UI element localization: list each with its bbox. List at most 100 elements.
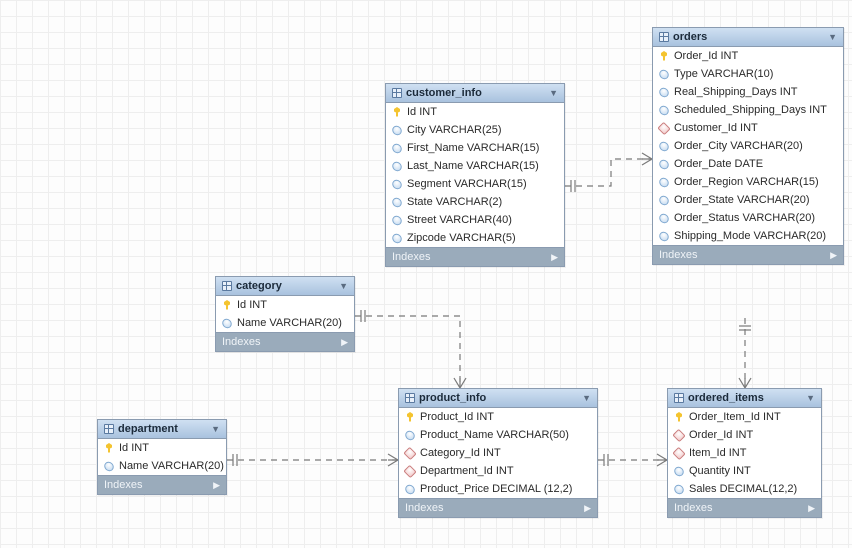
- collapse-icon[interactable]: ▼: [211, 424, 220, 434]
- column[interactable]: Department_Id INT: [399, 462, 597, 480]
- column[interactable]: Order_Status VARCHAR(20): [653, 209, 843, 227]
- table-footer-indexes[interactable]: Indexes▶: [653, 245, 843, 264]
- column[interactable]: Item_Id INT: [668, 444, 821, 462]
- column[interactable]: Name VARCHAR(20): [98, 457, 226, 475]
- column[interactable]: First_Name VARCHAR(15): [386, 139, 564, 157]
- table-footer-indexes[interactable]: Indexes ▶: [216, 332, 354, 351]
- column[interactable]: Order_State VARCHAR(20): [653, 191, 843, 209]
- column-label: Order_Region VARCHAR(15): [674, 176, 819, 188]
- table-header[interactable]: ordered_items▼: [668, 389, 821, 408]
- column-label: Segment VARCHAR(15): [407, 178, 527, 190]
- column[interactable]: Customer_Id INT: [653, 119, 843, 137]
- column[interactable]: Order_Id INT: [668, 426, 821, 444]
- column-label: Department_Id INT: [420, 465, 514, 477]
- table-header[interactable]: product_info▼: [399, 389, 597, 408]
- column-label: Item_Id INT: [689, 447, 746, 459]
- table-header[interactable]: customer_info▼: [386, 84, 564, 103]
- collapse-icon[interactable]: ▼: [582, 393, 591, 403]
- indexes-label: Indexes: [392, 251, 431, 263]
- column[interactable]: Shipping_Mode VARCHAR(20): [653, 227, 843, 245]
- table-header[interactable]: department ▼: [98, 420, 226, 439]
- column[interactable]: Order_Item_Id INT: [668, 408, 821, 426]
- column[interactable]: Id INT: [98, 439, 226, 457]
- column[interactable]: Order_Date DATE: [653, 155, 843, 173]
- column-label: Quantity INT: [689, 465, 751, 477]
- column[interactable]: Real_Shipping_Days INT: [653, 83, 843, 101]
- table-category[interactable]: category▼ Id INT Name VARCHAR(20) Indexes ▶: [215, 276, 355, 352]
- collapse-icon[interactable]: ▼: [339, 281, 348, 291]
- table-orders[interactable]: orders▼Order_Id INTType VARCHAR(10)Real_…: [652, 27, 844, 265]
- relationship-edge: [565, 153, 652, 192]
- table-header[interactable]: orders▼: [653, 28, 843, 47]
- table-footer-indexes[interactable]: Indexes▶: [399, 498, 597, 517]
- table-footer-indexes[interactable]: Indexes▶: [98, 475, 226, 494]
- table-ordered_items[interactable]: ordered_items▼ Order_Item_Id INT Order_Id …: [667, 388, 822, 518]
- column-label: Order_Date DATE: [674, 158, 763, 170]
- column[interactable]: Zipcode VARCHAR(5): [386, 229, 564, 247]
- column[interactable]: Segment VARCHAR(15): [386, 175, 564, 193]
- column-label: Id INT: [237, 299, 267, 311]
- column-icon: [220, 316, 233, 329]
- column-icon: [390, 195, 403, 208]
- column-icon: [390, 141, 403, 154]
- expand-icon[interactable]: ▶: [551, 252, 558, 263]
- column[interactable]: Product_Price DECIMAL (12,2): [399, 480, 597, 498]
- table-product_info[interactable]: product_info▼Product_Id INTProduct_Name …: [398, 388, 598, 518]
- column-label: Scheduled_Shipping_Days INT: [674, 104, 827, 116]
- expand-icon[interactable]: ▶: [341, 337, 348, 348]
- table-icon: [222, 281, 232, 291]
- column[interactable]: Name VARCHAR(20): [216, 314, 354, 332]
- table-title: department: [118, 423, 178, 435]
- indexes-label: Indexes: [674, 502, 713, 514]
- column-label: Name VARCHAR(20): [237, 317, 342, 329]
- column[interactable]: Order_Region VARCHAR(15): [653, 173, 843, 191]
- key-icon: [392, 107, 402, 117]
- column-icon: [657, 67, 670, 80]
- column[interactable]: State VARCHAR(2): [386, 193, 564, 211]
- column[interactable]: City VARCHAR(25): [386, 121, 564, 139]
- column[interactable]: Scheduled_Shipping_Days INT: [653, 101, 843, 119]
- collapse-icon[interactable]: ▼: [828, 32, 837, 42]
- column[interactable]: Street VARCHAR(40): [386, 211, 564, 229]
- column[interactable]: Id INT: [386, 103, 564, 121]
- column-icon: [657, 229, 670, 242]
- expand-icon[interactable]: ▶: [830, 250, 837, 261]
- column-label: Name VARCHAR(20): [119, 460, 224, 472]
- column[interactable]: Order_Id INT: [653, 47, 843, 65]
- column[interactable]: Quantity INT: [668, 462, 821, 480]
- column-label: Order_Id INT: [689, 429, 753, 441]
- table-footer-indexes[interactable]: Indexes ▶: [668, 498, 821, 517]
- table-footer-indexes[interactable]: Indexes ▶: [386, 247, 564, 266]
- column-icon: [657, 211, 670, 224]
- column[interactable]: Type VARCHAR(10): [653, 65, 843, 83]
- erd-canvas: customer_info▼Id INTCity VARCHAR(25)Firs…: [0, 0, 852, 548]
- table-header[interactable]: category▼: [216, 277, 354, 296]
- column[interactable]: Order_City VARCHAR(20): [653, 137, 843, 155]
- collapse-icon[interactable]: ▼: [806, 393, 815, 403]
- column-label: Zipcode VARCHAR(5): [407, 232, 516, 244]
- key-icon: [405, 412, 415, 422]
- column[interactable]: Category_Id INT: [399, 444, 597, 462]
- table-customer_info[interactable]: customer_info▼Id INTCity VARCHAR(25)Firs…: [385, 83, 565, 267]
- column[interactable]: Product_Id INT: [399, 408, 597, 426]
- expand-icon[interactable]: ▶: [808, 503, 815, 514]
- column-icon: [390, 123, 403, 136]
- column-label: Order_City VARCHAR(20): [674, 140, 803, 152]
- column-label: Customer_Id INT: [674, 122, 758, 134]
- indexes-label: Indexes: [222, 336, 261, 348]
- column[interactable]: Last_Name VARCHAR(15): [386, 157, 564, 175]
- column-icon: [390, 231, 403, 244]
- column-icon: [390, 159, 403, 172]
- column-icon: [657, 157, 670, 170]
- expand-icon[interactable]: ▶: [584, 503, 591, 514]
- column[interactable]: Product_Name VARCHAR(50): [399, 426, 597, 444]
- foreign-key-icon: [672, 446, 685, 459]
- column[interactable]: Id INT: [216, 296, 354, 314]
- column-icon: [102, 459, 115, 472]
- expand-icon[interactable]: ▶: [213, 480, 220, 491]
- table-department[interactable]: department ▼ Id INT Name VARCHAR(20) Indexes…: [97, 419, 227, 495]
- collapse-icon[interactable]: ▼: [549, 88, 558, 98]
- column[interactable]: Sales DECIMAL(12,2): [668, 480, 821, 498]
- relationship-edge: [355, 310, 466, 388]
- column-label: Order_Item_Id INT: [689, 411, 781, 423]
